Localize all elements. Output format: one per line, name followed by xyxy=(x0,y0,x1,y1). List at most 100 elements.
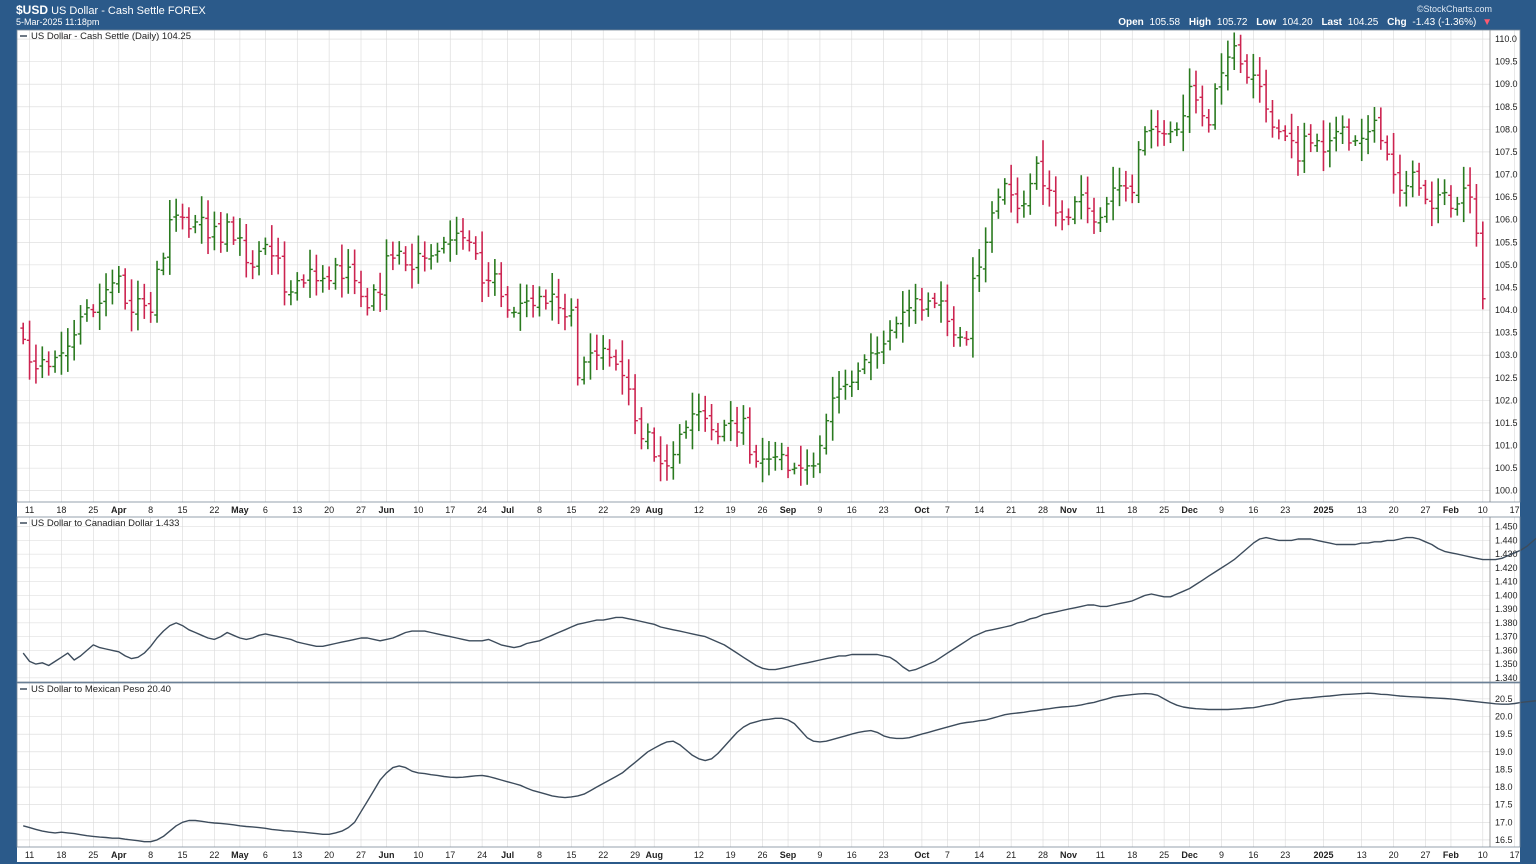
ohlc-bar xyxy=(1072,196,1078,225)
ohlc-bar xyxy=(147,291,154,323)
ohlc-bar xyxy=(1282,125,1289,142)
x-tick-label: 9 xyxy=(1219,850,1224,860)
y-tick-label: 19.5 xyxy=(1495,729,1513,739)
ohlc-bar xyxy=(1378,107,1384,150)
ohlc-bar xyxy=(1429,181,1435,227)
x-tick-label: 29 xyxy=(630,505,640,515)
ohlc-bar xyxy=(319,265,326,293)
x-tick-label: 9 xyxy=(817,505,822,515)
y-tick-label: 1.380 xyxy=(1495,618,1518,628)
ohlc-bar xyxy=(1288,113,1295,159)
x-tick-label: 20 xyxy=(324,850,334,860)
y-tick-label: 17.0 xyxy=(1495,817,1513,827)
x-tick-label: 16 xyxy=(847,505,857,515)
ohlc-bar xyxy=(1269,100,1276,138)
y-tick-label: 106.0 xyxy=(1495,215,1518,225)
ohlc-bar xyxy=(1435,178,1441,224)
ohlc-bar xyxy=(492,258,498,296)
ohlc-bar xyxy=(1409,160,1416,198)
x-tick-label: 18 xyxy=(1127,850,1137,860)
ohlc-bar xyxy=(995,188,1002,219)
usdmxn-panel-bg xyxy=(17,683,1520,847)
ohlc-bar xyxy=(39,346,46,379)
ohlc-bar xyxy=(721,419,728,442)
ohlc-bar xyxy=(1365,115,1371,155)
ohlc-bar xyxy=(294,272,301,301)
ohlc-bar xyxy=(950,306,957,347)
ohlc-bar xyxy=(1250,53,1257,99)
x-tick-label: Aug xyxy=(645,505,663,515)
ohlc-bar xyxy=(893,316,900,339)
ohlc-bar xyxy=(339,244,345,298)
ohlc-bar xyxy=(543,289,549,310)
x-tick-label: Oct xyxy=(914,505,929,515)
ohlc-bar xyxy=(224,213,230,252)
x-tick-label: 13 xyxy=(292,850,302,860)
ohlc-bar xyxy=(1460,166,1467,223)
y-tick-label: 1.420 xyxy=(1495,563,1518,573)
ohlc-bar xyxy=(281,241,288,306)
ohlc-bar xyxy=(84,299,90,322)
ohlc-bar xyxy=(300,274,307,288)
ohlc-bar xyxy=(173,198,179,232)
ohlc-bar xyxy=(1091,197,1097,234)
y-tick-label: 109.0 xyxy=(1495,79,1518,89)
ohlc-bar xyxy=(466,230,473,252)
ohlc-bar xyxy=(45,351,52,376)
ohlc-bar xyxy=(606,339,613,367)
x-tick-label: Jul xyxy=(501,505,514,515)
down-arrow-icon: ▼ xyxy=(1482,17,1492,28)
ohlc-bar xyxy=(230,216,237,245)
x-tick-label: 11 xyxy=(25,850,34,860)
ohlc-bar xyxy=(562,293,568,331)
ohlc-bar xyxy=(1186,68,1193,133)
ohlc-bar xyxy=(868,333,874,381)
x-tick-label: 23 xyxy=(1280,850,1290,860)
x-tick-label: 8 xyxy=(537,505,542,515)
ohlc-bar xyxy=(1244,54,1250,84)
ohlc-bar xyxy=(364,287,371,316)
ohlc-bar xyxy=(1314,133,1320,152)
ohlc-bar xyxy=(351,249,358,295)
ohlc-bar xyxy=(619,340,626,395)
x-tick-label: 10 xyxy=(1478,505,1488,515)
ohlc-bar xyxy=(1052,176,1059,227)
x-tick-label: 12 xyxy=(694,505,704,515)
series-line xyxy=(22,536,1536,672)
x-tick-label: Feb xyxy=(1443,850,1460,860)
y-tick-label: 105.5 xyxy=(1495,237,1518,247)
ohlc-bar xyxy=(402,246,409,272)
ohlc-bar xyxy=(1205,109,1212,133)
ohlc-bar xyxy=(1040,140,1046,205)
x-tick-label: Oct xyxy=(914,850,929,860)
ohlc-bar xyxy=(326,266,332,290)
ohlc-bar xyxy=(1065,208,1072,226)
ohlc-bar xyxy=(715,422,721,445)
ohlc-bar xyxy=(65,328,71,372)
ohlc-bar xyxy=(1123,170,1129,202)
x-tick-label: 29 xyxy=(630,850,640,860)
x-tick-label: 13 xyxy=(292,505,302,515)
ohlc-bar xyxy=(613,349,619,371)
ohlc-bar xyxy=(861,354,868,375)
ohlc-bar xyxy=(211,211,218,251)
x-tick-label: 17 xyxy=(1510,850,1520,860)
ohlc-bar xyxy=(1352,135,1359,146)
x-tick-label: 11 xyxy=(1096,850,1105,860)
ohlc-bar xyxy=(530,284,536,318)
symbol-line: $USD US Dollar - Cash Settle FOREX xyxy=(16,3,206,17)
x-tick-label: 17 xyxy=(1510,505,1520,515)
ohlc-bar xyxy=(511,306,517,318)
x-tick-label: 21 xyxy=(1006,505,1016,515)
ohlc-bar xyxy=(766,441,772,476)
brand-watermark: ©StockCharts.com xyxy=(1416,4,1492,14)
ohlc-bar xyxy=(345,249,352,294)
ohlc-bar xyxy=(810,452,817,478)
x-tick-label: Nov xyxy=(1060,505,1077,515)
ohlc-bar xyxy=(919,287,925,321)
ohlc-bar xyxy=(479,231,485,303)
x-tick-label: 25 xyxy=(88,850,98,860)
high-value: 105.72 xyxy=(1216,17,1248,28)
ohlc-bar xyxy=(1454,196,1461,216)
